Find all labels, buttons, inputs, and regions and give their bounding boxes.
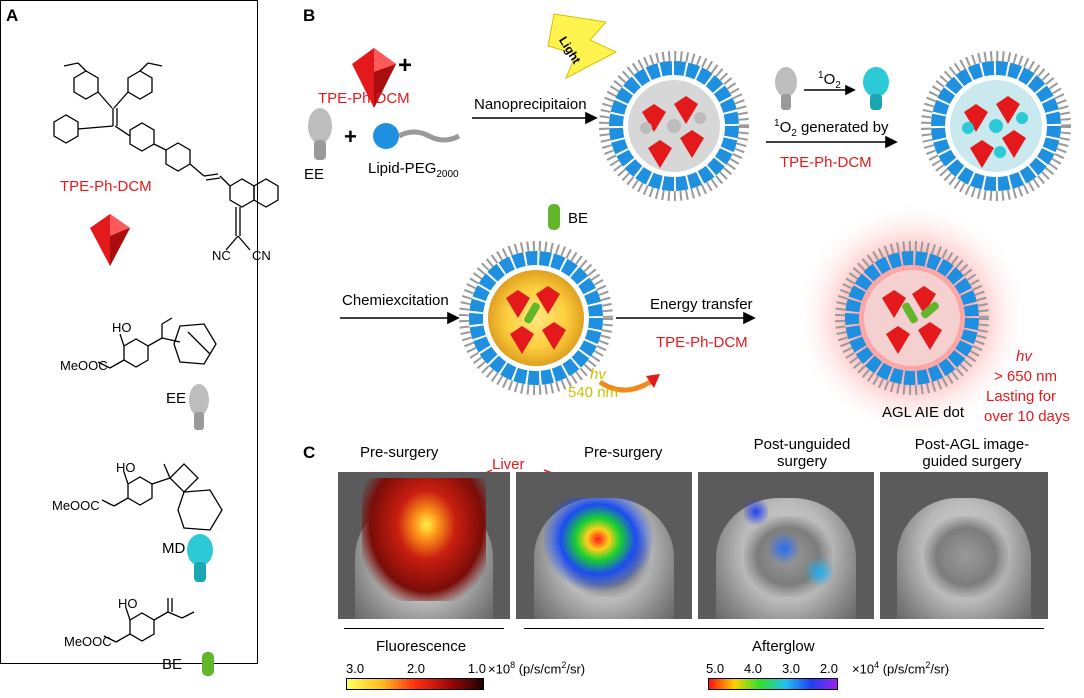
b-ee-bulb-icon [308, 108, 332, 160]
be-label-a: BE [162, 656, 183, 673]
fluorescence-label: Fluorescence [376, 638, 467, 655]
hv-540-label: hv [590, 366, 606, 383]
post-agl-label: Post-AGL image-guided surgery [914, 436, 1030, 470]
panel-a-structures [0, 0, 258, 664]
plus-sign-2: + [344, 124, 357, 149]
cn-label-2: CN [252, 248, 271, 263]
tpe-label-a: TPE-Ph-DCM [60, 178, 152, 195]
panel-label-b: B [303, 6, 316, 25]
energy-curve-arrow [598, 374, 660, 393]
structure-drawings [53, 62, 279, 676]
nanoparticle-md-loaded [921, 51, 1071, 201]
cn-label-1: NC [212, 248, 231, 263]
photo-afterglow-post-agl [880, 472, 1048, 619]
lipid-peg-icon [373, 123, 461, 149]
b-octahedron-icon [352, 48, 396, 108]
md-ho-label: HO [116, 460, 136, 475]
nanoparticle-ee-loaded [599, 51, 749, 201]
pre-surgery-label-2: Pre-surgery [584, 444, 663, 461]
md-label-a: MD [162, 540, 186, 557]
photo-afterglow-pre [516, 472, 692, 619]
biphenyl-ring [165, 142, 191, 172]
panel-label-c: C [303, 443, 316, 462]
lasting-label: Lasting for [986, 388, 1057, 405]
fluorescence-bracket [344, 628, 504, 629]
b-be-rod-icon [548, 204, 560, 230]
tpe-ring-4 [129, 122, 155, 152]
ee-to-md-ee-icon [775, 67, 797, 110]
tpe-ring-2 [127, 70, 153, 100]
afterglow-bracket [524, 628, 1044, 629]
fluorescence-unit: ×108 (p/s/cm2/sr) [488, 660, 586, 677]
panel-label-a: A [6, 6, 19, 25]
post-unguided-label: Post-unguided surgery [753, 436, 851, 470]
agl-aie-dot [794, 200, 1030, 436]
nanoprecipitation-label: Nanoprecipitaion [474, 96, 587, 113]
panel-b-scheme [308, 13, 1071, 436]
nanoparticle-chemiexcited [459, 241, 613, 395]
md-structure [101, 463, 223, 531]
plus-sign-1: + [398, 52, 413, 79]
fluorescence-colorbar [346, 678, 484, 690]
o2-generated-label: 1O2 generated by [774, 118, 889, 139]
photo-fluorescence-pre [338, 472, 510, 619]
ee-label-b: EE [304, 166, 325, 183]
photo-afterglow-post-unguided [698, 472, 874, 619]
wavelength-540-label: 540 nm [568, 384, 619, 401]
md-bulb-icon [187, 534, 213, 582]
light-bolt-icon [547, 13, 618, 80]
days-label: over 10 days [984, 408, 1070, 425]
tpe-label-b3: TPE-Ph-DCM [656, 334, 748, 351]
ee-ester-label: MeOOC [60, 358, 108, 373]
afterglow-unit: ×104 (p/s/cm2/sr) [852, 660, 950, 677]
agl-aie-dot-label: AGL AIE dot [882, 404, 964, 421]
fluorescence-ticks: 3.0 2.0 1.0 [346, 661, 486, 676]
singlet-oxygen-label: 1O2 [818, 70, 841, 91]
wavelength-650-label: > 650 nm [994, 368, 1057, 385]
ee-bulb-icon [189, 384, 209, 430]
be-label-b: BE [568, 210, 589, 227]
tpe-label-b: TPE-Ph-DCM [318, 90, 410, 107]
tpe-label-b2: TPE-Ph-DCM [780, 154, 872, 171]
be-structure [103, 598, 195, 643]
ee-structure [97, 317, 217, 369]
afterglow-colorbar [708, 678, 838, 690]
be-rod-icon [202, 652, 214, 676]
ee-to-md-md-icon [863, 67, 889, 110]
tpe-ring-3 [53, 114, 79, 144]
md-ester-label: MeOOC [52, 498, 100, 513]
be-ester-label: MeOOC [64, 634, 112, 649]
chromene-ring [229, 178, 279, 208]
tpe-octahedron-icon [90, 214, 130, 266]
ee-label-a: EE [166, 390, 187, 407]
afterglow-label: Afterglow [752, 638, 815, 655]
pre-surgery-label-1: Pre-surgery [360, 444, 439, 461]
chemiexcitation-label: Chemiexcitation [342, 292, 449, 309]
liver-label: Liver [492, 456, 525, 473]
ee-ho-label: HO [112, 320, 132, 335]
tpe-ring-1 [73, 70, 99, 100]
lipid-peg-label: Lipid-PEG2000 [368, 160, 459, 180]
hv-650-label: hv [1016, 348, 1032, 365]
energy-transfer-label: Energy transfer [650, 296, 753, 313]
be-ho-label: HO [118, 596, 138, 611]
afterglow-ticks: 5.0 4.0 3.0 2.0 [706, 661, 838, 676]
